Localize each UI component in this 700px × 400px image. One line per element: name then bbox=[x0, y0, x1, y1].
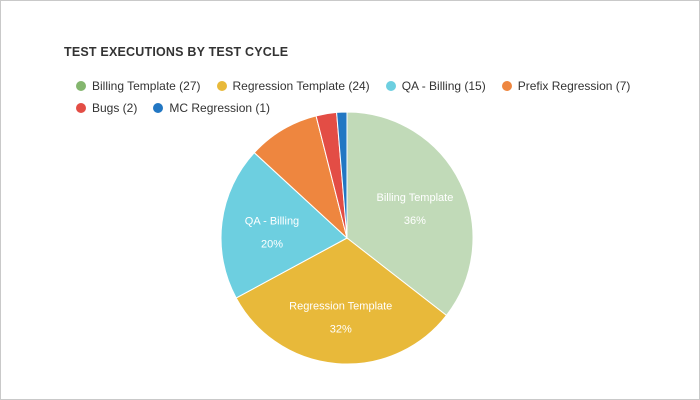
chart-title: TEST EXECUTIONS BY TEST CYCLE bbox=[64, 45, 289, 59]
legend-marker bbox=[501, 81, 512, 91]
legend-label: QA - Billing (15) bbox=[401, 79, 486, 93]
legend-label: Regression Template (24) bbox=[232, 79, 370, 93]
legend-marker bbox=[153, 103, 164, 113]
legend-marker bbox=[216, 81, 227, 91]
legend-item-bugs[interactable]: Bugs (2) bbox=[76, 101, 137, 115]
legend-marker bbox=[385, 81, 396, 91]
legend-item-regression-template[interactable]: Regression Template (24) bbox=[216, 79, 370, 93]
legend-label: Billing Template (27) bbox=[92, 79, 201, 93]
legend-item-prefix-regression[interactable]: Prefix Regression (7) bbox=[501, 79, 631, 93]
legend-marker bbox=[76, 103, 86, 113]
legend-label: Bugs (2) bbox=[92, 101, 138, 115]
legend-item-billing-template[interactable]: Billing Template (27) bbox=[76, 79, 201, 93]
legend-marker bbox=[76, 81, 86, 91]
legend-row-1: Billing Template (27) Regression Templat… bbox=[76, 75, 646, 97]
legend-item-mc-regression[interactable]: MC Regression (1) bbox=[153, 101, 270, 115]
legend-item-qa-billing[interactable]: QA - Billing (15) bbox=[385, 79, 486, 93]
legend-label: MC Regression (1) bbox=[169, 101, 271, 115]
legend-label: Prefix Regression (7) bbox=[517, 79, 631, 93]
chart-legend: Billing Template (27) Regression Templat… bbox=[76, 75, 646, 119]
legend-row-2: Bugs (2) MC Regression (1) bbox=[76, 97, 646, 119]
